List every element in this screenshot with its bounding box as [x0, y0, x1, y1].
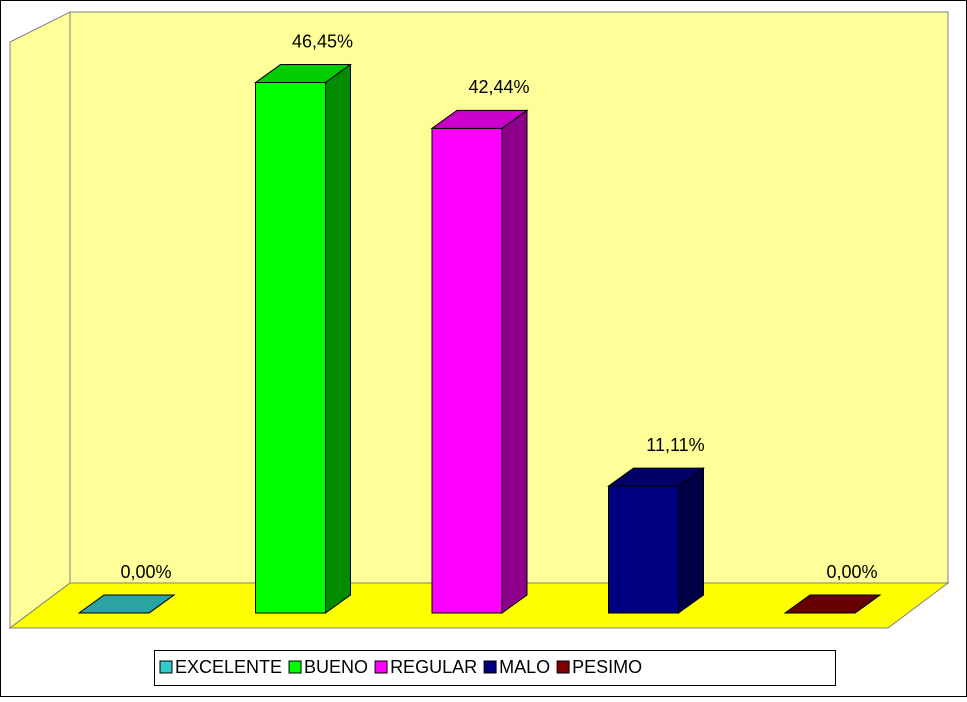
legend-swatch	[483, 660, 497, 674]
data-label: 46,45%	[292, 31, 353, 51]
bar	[608, 485, 679, 614]
bar-top	[430, 109, 529, 129]
legend-label: REGULAR	[390, 657, 477, 677]
legend-label: MALO	[499, 657, 550, 677]
data-label: 0,00%	[120, 562, 171, 582]
legend-label: EXCELENTE	[175, 657, 282, 677]
legend-swatch	[288, 660, 302, 674]
legend-swatch	[374, 660, 388, 674]
bar	[431, 127, 503, 614]
legend-swatch	[556, 660, 570, 674]
bar-side	[678, 467, 704, 614]
data-label: 11,11%	[646, 435, 704, 455]
bar-top	[783, 594, 882, 614]
bar-top	[606, 467, 706, 487]
data-label: 42,44%	[468, 77, 529, 97]
bar-side	[325, 63, 351, 614]
data-label: 0,00%	[826, 562, 877, 582]
legend-label: BUENO	[304, 657, 368, 677]
bar-top	[253, 64, 353, 84]
side-wall	[9, 11, 71, 629]
legend-swatch	[159, 660, 173, 674]
bar-top	[77, 594, 176, 614]
bar	[255, 82, 326, 614]
bar-side	[501, 109, 528, 614]
legend-label: PESIMO	[572, 657, 642, 677]
